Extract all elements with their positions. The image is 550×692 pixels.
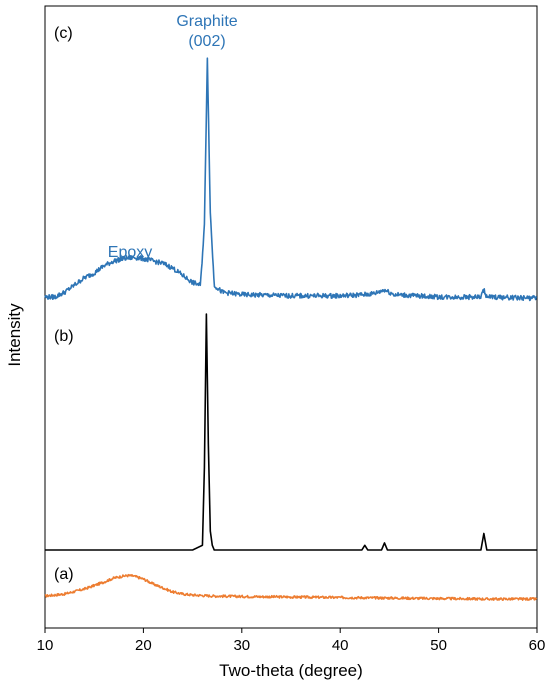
- series-label-c: (c): [54, 25, 73, 42]
- series-label-b: (b): [54, 328, 74, 345]
- series-group: [44, 57, 538, 601]
- x-tick-label: 10: [37, 637, 54, 654]
- y-axis-title: Intensity: [5, 303, 24, 367]
- annotation-graphite-line1: Graphite: [176, 13, 237, 30]
- series-label-a: (a): [54, 566, 74, 583]
- x-tick-label: 20: [135, 637, 152, 654]
- x-tick-label: 40: [332, 637, 349, 654]
- series-line-b: [44, 313, 538, 551]
- x-tick-label: 30: [233, 637, 250, 654]
- series-line-c: [44, 57, 538, 302]
- series-line-a: [44, 573, 538, 601]
- plot-frame: [44, 5, 538, 629]
- x-axis-ticks: 10 20 30 40 50 60: [37, 628, 546, 654]
- x-tick-label: 60: [529, 637, 546, 654]
- x-tick-label: 50: [430, 637, 447, 654]
- annotation-graphite-line2: (002): [188, 33, 225, 50]
- x-axis-title: Two-theta (degree): [219, 661, 363, 680]
- annotation-epoxy: Epoxy: [108, 244, 152, 261]
